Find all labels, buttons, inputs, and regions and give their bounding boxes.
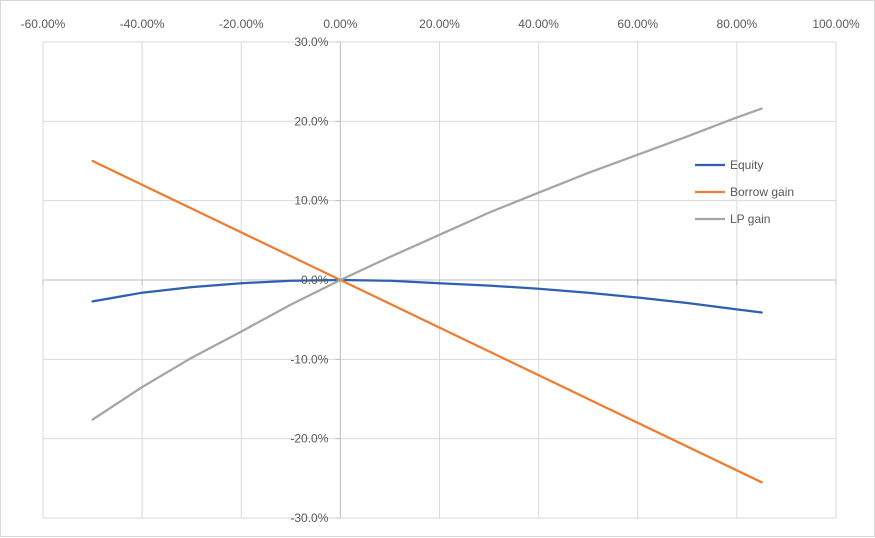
series-line-equity [91,278,763,314]
y-tick-label: 0.0% [301,273,329,287]
x-tick-label: -20.00% [219,17,264,31]
y-tick-label: -10.0% [290,352,328,366]
x-tick-label: 40.00% [518,17,559,31]
y-tick-label: 10.0% [294,194,328,208]
x-tick-label: -40.00% [120,17,165,31]
y-tick-label: -30.0% [290,511,328,525]
series-line-lp-gain [91,107,763,421]
x-tick-label: 0.00% [323,17,357,31]
x-tick-label: -60.00% [21,17,66,31]
y-tick-label: 20.0% [294,114,328,128]
legend-label-borrow-gain: Borrow gain [730,185,794,199]
x-tick-label: 60.00% [617,17,658,31]
x-tick-label: 20.00% [419,17,460,31]
series-line-borrow-gain [91,159,763,484]
legend-label-equity: Equity [730,158,763,172]
y-tick-label: 30.0% [294,35,328,49]
legend-label-lp-gain: LP gain [730,212,770,226]
x-tick-label: 100.00% [812,17,860,31]
y-tick-label: -20.0% [290,432,328,446]
x-tick-label: 80.00% [717,17,758,31]
